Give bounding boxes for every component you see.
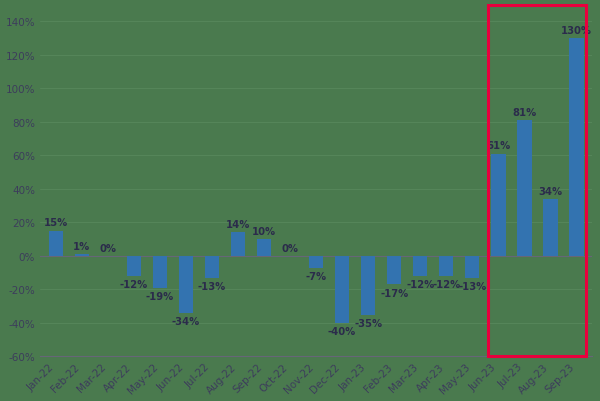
- Bar: [387, 256, 401, 285]
- Bar: [488, 6, 586, 356]
- Text: -35%: -35%: [354, 318, 382, 328]
- Text: -12%: -12%: [432, 279, 460, 290]
- Text: 130%: 130%: [561, 26, 592, 36]
- Bar: [127, 256, 141, 276]
- Bar: [179, 256, 193, 313]
- Text: 61%: 61%: [486, 141, 511, 151]
- Text: 1%: 1%: [73, 241, 91, 251]
- Text: 0%: 0%: [281, 243, 299, 253]
- Bar: [465, 256, 479, 278]
- Bar: [257, 239, 271, 256]
- Bar: [231, 233, 245, 256]
- Text: 0%: 0%: [99, 243, 116, 253]
- Text: -34%: -34%: [172, 316, 200, 326]
- Text: 14%: 14%: [226, 220, 250, 229]
- Text: -40%: -40%: [328, 326, 356, 336]
- Text: -13%: -13%: [198, 282, 226, 292]
- Bar: [309, 256, 323, 268]
- Text: -7%: -7%: [305, 271, 326, 281]
- Bar: [49, 231, 63, 256]
- Text: -12%: -12%: [406, 279, 434, 290]
- Text: -19%: -19%: [146, 292, 174, 302]
- Text: -12%: -12%: [119, 279, 148, 290]
- Text: 10%: 10%: [252, 226, 276, 236]
- Bar: [517, 121, 532, 256]
- Text: 81%: 81%: [512, 107, 536, 117]
- Bar: [361, 256, 376, 315]
- Bar: [569, 39, 584, 256]
- Bar: [439, 256, 454, 276]
- Bar: [205, 256, 219, 278]
- Text: -17%: -17%: [380, 288, 409, 298]
- Bar: [74, 255, 89, 256]
- Bar: [543, 199, 557, 256]
- Bar: [335, 256, 349, 323]
- Text: 15%: 15%: [44, 218, 68, 228]
- Bar: [413, 256, 427, 276]
- Bar: [152, 256, 167, 288]
- Text: 34%: 34%: [538, 186, 563, 196]
- Bar: [491, 154, 506, 256]
- Text: -13%: -13%: [458, 282, 487, 292]
